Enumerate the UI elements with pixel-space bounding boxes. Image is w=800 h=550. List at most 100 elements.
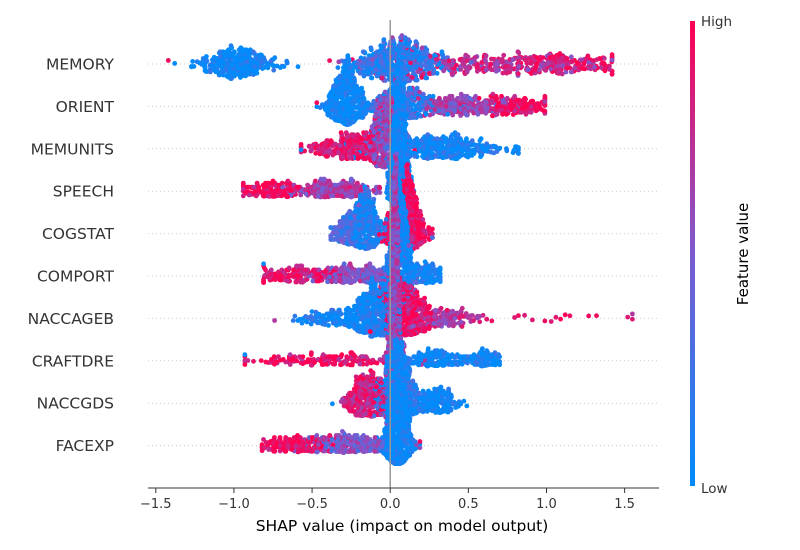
shap-point [358, 114, 363, 120]
shap-point [542, 99, 548, 104]
shap-point [454, 156, 460, 161]
shap-point [309, 147, 315, 153]
shap-point [367, 144, 373, 149]
shap-point [448, 138, 454, 144]
shap-point [422, 62, 428, 68]
shap-point [233, 55, 239, 60]
shap-point [328, 138, 334, 144]
shap-point [428, 53, 433, 59]
shap-point [253, 193, 259, 199]
shap-point [202, 62, 208, 68]
shap-point [452, 108, 458, 114]
shap-point [373, 53, 379, 59]
shap-point [413, 39, 419, 45]
shap-point [347, 65, 353, 71]
shap-point [377, 190, 383, 196]
shap-point [585, 53, 591, 59]
shap-point [548, 66, 554, 72]
shap-point [253, 60, 258, 66]
shap-point [228, 43, 234, 49]
shap-point [501, 52, 507, 58]
shap-point [331, 83, 336, 89]
shap-point [515, 71, 521, 77]
shap-point [467, 65, 473, 70]
shap-point [402, 35, 408, 40]
shap-point [465, 54, 471, 60]
shap-point [368, 45, 374, 51]
shap-point [327, 58, 332, 63]
shap-point [424, 95, 430, 101]
shap-point [208, 69, 213, 75]
shap-point [371, 130, 377, 136]
shap-point [355, 132, 360, 138]
shap-point [298, 142, 304, 147]
shap-point [218, 54, 223, 60]
shap-point [500, 111, 505, 117]
shap-point [358, 87, 364, 93]
shap-point [447, 62, 452, 68]
shap-point [522, 57, 528, 63]
shap-point [363, 130, 369, 136]
shap-point [458, 113, 463, 118]
shap-point [441, 55, 446, 60]
shap-point [332, 148, 337, 154]
shap-point [238, 75, 243, 80]
shap-point [496, 146, 502, 152]
shap-point [369, 124, 375, 129]
shap-point [336, 118, 342, 124]
shap-point [504, 95, 510, 101]
shap-point [257, 54, 263, 60]
shap-point [323, 153, 329, 159]
shap-point [455, 132, 461, 138]
shap-point [333, 103, 338, 109]
shap-point [431, 67, 437, 72]
shap-point [361, 69, 366, 75]
shap-point [219, 69, 225, 75]
shap-point [469, 151, 475, 157]
shap-point [414, 136, 420, 142]
shap-point [361, 73, 367, 79]
shap-point [474, 144, 480, 150]
shap-point [407, 85, 413, 91]
shap-point [550, 60, 556, 66]
shap-point [447, 153, 453, 159]
shap-point [373, 67, 379, 73]
shap-point [419, 45, 425, 51]
shap-point [341, 150, 347, 156]
shap-point [507, 69, 513, 75]
shap-point [416, 57, 422, 62]
shap-point [421, 146, 427, 152]
shap-point [483, 99, 489, 105]
shap-point [441, 150, 447, 155]
shap-point [362, 111, 367, 117]
shap-point [455, 95, 461, 101]
shap-point [238, 45, 244, 51]
shap-point [428, 61, 434, 67]
shap-point [451, 66, 457, 72]
shap-point [324, 100, 330, 106]
shap-point [437, 95, 442, 101]
shap-point [446, 95, 452, 101]
shap-point [436, 146, 442, 151]
shap-point [500, 59, 505, 65]
shap-point [365, 62, 370, 68]
shap-point [432, 107, 438, 112]
shap-point [473, 93, 478, 99]
shap-point [432, 53, 437, 58]
shap-point [335, 65, 341, 70]
shap-point [240, 68, 245, 74]
shap-point [342, 114, 347, 119]
shap-point [490, 113, 495, 119]
shap-point [357, 106, 362, 112]
shap-point [438, 101, 444, 106]
shap-point [356, 97, 362, 103]
shap-point [494, 111, 500, 117]
shap-point [343, 103, 348, 108]
shap-point [355, 61, 361, 67]
shap-point [212, 59, 218, 65]
shap-point [515, 49, 521, 55]
shap-point [359, 136, 364, 142]
shap-point [483, 67, 489, 73]
shap-point [414, 77, 420, 83]
